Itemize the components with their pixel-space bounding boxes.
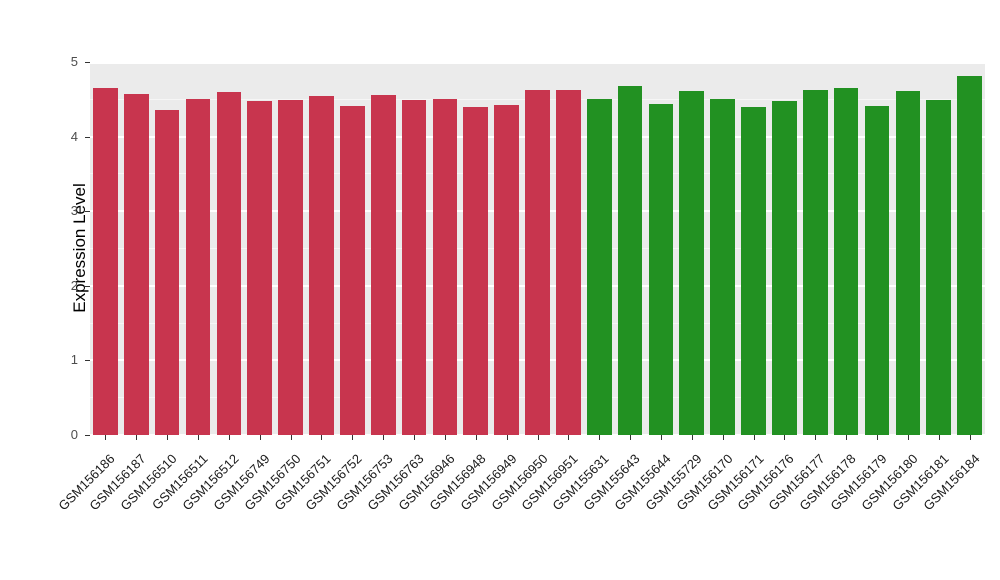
y-tick-mark [85,285,90,287]
x-tick-mark [568,435,570,440]
bar [278,100,303,435]
x-tick-mark [691,435,693,440]
bar [648,103,674,435]
bar [741,106,766,435]
bar [93,88,118,435]
x-tick-mark [599,435,601,440]
x-tick-mark [198,435,200,440]
bar [494,105,519,435]
bar [247,100,273,435]
y-tick-mark [85,62,90,63]
bar [154,109,180,435]
y-tick-mark [85,435,90,436]
bar [895,91,921,435]
bar [556,90,581,435]
bar [617,85,643,435]
x-tick-mark [228,435,230,440]
bar [339,106,365,435]
x-tick-mark [876,435,878,440]
x-tick-mark [290,435,292,440]
bar [926,100,952,435]
bar [216,91,242,435]
x-tick-mark [352,435,354,440]
bar [710,99,735,435]
x-tick-mark [136,435,138,440]
x-tick-mark [907,435,909,440]
y-tick-label: 0 [70,427,78,442]
x-tick-mark [321,435,323,440]
bar [401,100,427,435]
x-tick-mark [784,435,786,440]
bar [833,88,859,435]
y-tick-mark [85,211,90,213]
bar [864,106,890,435]
x-tick-mark [259,435,261,440]
bar [772,100,797,435]
x-tick-mark [630,435,632,440]
bar [432,99,458,435]
plot-panel [90,62,985,436]
x-tick-mark [660,435,662,440]
bar [185,99,211,435]
bar [586,99,612,435]
y-tick-label: 4 [70,128,78,144]
x-tick-mark [938,435,940,440]
bar [525,90,550,435]
x-tick-mark [475,435,477,440]
x-tick-mark [815,435,817,440]
x-tick-mark [722,435,724,440]
y-tick-mark [85,360,90,362]
x-tick-mark [105,435,107,440]
x-tick-mark [383,435,385,440]
bar [679,91,705,435]
bar [309,96,334,435]
y-tick-mark [85,136,90,138]
x-tick-mark [969,435,971,440]
y-tick-label: 1 [70,352,78,368]
bar [463,106,489,435]
x-tick-mark [444,435,446,440]
x-tick-mark [506,435,508,440]
x-tick-mark [537,435,539,440]
x-axis-labels: GSM156186 GSM156187 GSM156510 GSM156511 GSM1… [56,443,985,573]
y-tick-label: 5 [70,54,78,69]
x-tick-mark [846,435,848,440]
bar [370,94,396,435]
x-tick-mark [753,435,755,440]
y-axis-title: Expression Level [70,183,89,313]
x-tick-mark [167,435,169,440]
gridline-major [90,62,985,64]
bar [802,90,828,435]
bar [123,94,149,435]
y-tick-label: 2 [70,277,78,293]
y-tick-label: 3 [70,203,78,219]
x-tick-mark [414,435,416,440]
bar [957,76,982,435]
